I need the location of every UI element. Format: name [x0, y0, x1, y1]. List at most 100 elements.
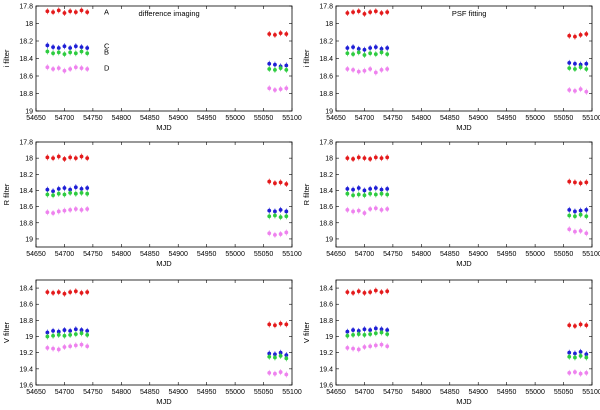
data-point — [56, 347, 61, 352]
x-tick-label: 55000 — [225, 115, 245, 122]
data-point — [573, 180, 577, 185]
data-point — [584, 67, 589, 71]
data-point — [345, 51, 350, 56]
data-point — [379, 67, 384, 72]
data-point — [379, 156, 384, 161]
data-point — [345, 11, 350, 15]
data-point — [79, 154, 84, 159]
data-point — [56, 186, 61, 191]
data-point — [584, 231, 589, 236]
y-tick-label: 19 — [325, 236, 333, 243]
data-point — [379, 290, 384, 295]
data-point — [278, 350, 283, 355]
y-tick-label: 19.4 — [319, 366, 333, 373]
x-axis-label: MJD — [156, 123, 172, 132]
x-tick-label: 54800 — [412, 115, 432, 122]
series-4 — [345, 341, 589, 377]
x-tick-label: 54750 — [83, 389, 103, 396]
x-tick-label: 54800 — [112, 115, 132, 122]
x-tick-label: 54950 — [497, 251, 517, 258]
data-point — [68, 46, 73, 50]
data-point — [267, 322, 272, 327]
data-point — [267, 86, 272, 91]
x-tick-label: 54800 — [112, 251, 132, 258]
data-point — [45, 210, 50, 215]
data-point — [385, 155, 390, 160]
data-point — [79, 49, 84, 54]
data-point — [379, 187, 384, 192]
y-tick-label: 17.8 — [319, 140, 333, 147]
data-point — [62, 157, 67, 161]
data-point — [284, 322, 289, 327]
data-point — [368, 328, 373, 332]
data-point — [385, 186, 390, 191]
x-tick-label: 55100 — [282, 115, 302, 122]
data-point — [62, 192, 67, 197]
data-point — [356, 347, 361, 352]
data-point — [345, 333, 350, 338]
y-tick-label: 19 — [325, 109, 333, 116]
data-point — [73, 44, 78, 49]
data-point — [356, 9, 361, 14]
data-point — [356, 332, 361, 337]
y-tick-label: 18.4 — [319, 56, 333, 63]
data-point — [267, 370, 272, 375]
data-point — [56, 209, 61, 214]
data-point — [267, 179, 272, 184]
data-point — [584, 61, 589, 66]
data-point — [351, 209, 355, 214]
x-tick-label: 54800 — [112, 389, 132, 396]
data-point — [68, 155, 73, 160]
data-point — [362, 156, 367, 161]
data-point — [278, 207, 283, 212]
data-point — [385, 67, 390, 71]
data-point — [56, 290, 61, 295]
data-point — [578, 87, 583, 92]
data-point — [79, 291, 84, 295]
data-point — [267, 351, 272, 356]
y-axis-label: i filter — [2, 49, 11, 67]
x-tick-label: 54750 — [383, 251, 403, 258]
data-point — [284, 32, 289, 36]
data-point — [51, 333, 55, 338]
data-point — [351, 67, 355, 72]
x-tick-label: 54850 — [140, 389, 160, 396]
data-point — [356, 155, 361, 160]
data-point — [385, 289, 390, 294]
data-point — [267, 67, 272, 71]
data-point — [573, 214, 577, 219]
x-tick-label: 54850 — [440, 389, 460, 396]
data-point — [379, 11, 384, 15]
chart-panel-6: 54650 54700 54750 54800 54850 54900 54950 55000… — [302, 279, 600, 406]
series-d — [345, 66, 589, 95]
data-point — [373, 52, 378, 57]
data-point — [573, 370, 577, 374]
data-point — [51, 193, 55, 198]
data-point — [356, 46, 361, 51]
data-point — [51, 189, 55, 194]
data-point — [284, 353, 289, 358]
series-b — [345, 49, 589, 72]
data-point — [567, 323, 572, 328]
series-d — [45, 64, 289, 93]
x-tick-label: 54950 — [497, 115, 517, 122]
data-point — [373, 186, 378, 190]
data-point — [56, 46, 61, 50]
data-point — [62, 208, 67, 213]
x-tick-label: 55100 — [582, 115, 600, 122]
data-point — [73, 343, 78, 348]
x-tick-label: 54800 — [412, 389, 432, 396]
y-axis-label: V filter — [302, 321, 311, 343]
data-point — [385, 344, 390, 349]
y-tick-label: 18 — [25, 156, 33, 163]
x-tick-label: 54950 — [197, 251, 217, 258]
data-point — [373, 70, 378, 75]
data-point — [85, 46, 90, 50]
x-tick-label: 55050 — [554, 389, 574, 396]
data-point — [273, 209, 277, 214]
data-point — [584, 207, 589, 212]
data-point — [45, 192, 50, 197]
y-tick-label: 17.8 — [19, 140, 33, 147]
series-3 — [345, 190, 589, 220]
x-tick-label: 54900 — [168, 389, 188, 396]
